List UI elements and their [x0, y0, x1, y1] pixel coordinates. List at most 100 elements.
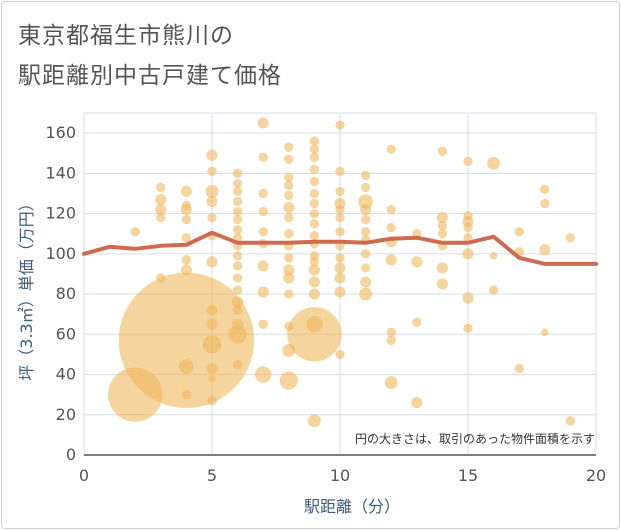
y-tick-label: 40	[56, 365, 76, 384]
bubble-point	[412, 317, 422, 327]
y-tick-label: 0	[66, 445, 76, 464]
bubble-point	[156, 273, 166, 283]
bubble-point	[335, 253, 345, 263]
bubble-point	[309, 230, 320, 241]
bubble-point	[258, 188, 268, 199]
bubble-point	[309, 208, 320, 219]
bubble-point	[202, 335, 222, 354]
bubble-point	[258, 226, 268, 237]
bubble-point	[514, 226, 524, 237]
bubble-point	[360, 170, 371, 181]
bubble-point	[386, 222, 396, 233]
bubble-point	[284, 253, 294, 263]
bubble-point	[207, 395, 217, 406]
y-tick-label: 20	[56, 405, 76, 424]
bubble-point	[257, 286, 269, 298]
bubble-point	[232, 206, 243, 217]
bubble-point	[386, 327, 396, 338]
bubble-point	[437, 220, 448, 231]
x-tick-label: 0	[79, 466, 89, 485]
bubble-point	[309, 136, 320, 146]
bubble-point	[232, 359, 243, 370]
bubble-point	[386, 335, 396, 346]
bubble-point	[181, 389, 192, 400]
bubble-point	[335, 166, 345, 177]
bubble-point	[463, 222, 473, 233]
bubble-point	[308, 276, 321, 288]
bubble-point	[309, 218, 320, 229]
bubble-point	[385, 254, 397, 266]
bubble-point	[279, 371, 299, 390]
bubble-point	[232, 251, 243, 261]
bubble-point	[335, 226, 345, 237]
bubble-point	[232, 261, 243, 271]
bubble-point	[360, 263, 371, 273]
bubble-point	[437, 146, 448, 156]
bubble-point	[359, 276, 372, 288]
bubble-point	[384, 376, 398, 390]
y-tick-label: 60	[56, 324, 76, 343]
bubble-point	[207, 212, 217, 223]
bubble-point	[309, 176, 320, 187]
bubble-point	[283, 264, 295, 276]
y-tick-label: 160	[45, 123, 76, 142]
bubble-point	[232, 178, 243, 189]
chart-title-line1: 東京都福生市熊川の	[18, 23, 234, 49]
bubble-point	[411, 256, 423, 268]
y-tick-label: 100	[45, 244, 76, 263]
bubble-point	[181, 214, 192, 225]
bubble-point	[335, 186, 345, 197]
bubble-point	[258, 206, 268, 217]
bubble-point	[437, 228, 448, 239]
bubble-point	[514, 363, 524, 374]
bubble-point	[156, 212, 166, 223]
bubble-point	[282, 343, 296, 357]
bubble-point	[232, 224, 243, 235]
x-axis-label: 駅距離（分）	[304, 497, 400, 516]
x-tick-label: 10	[330, 466, 350, 485]
bubble-point	[178, 359, 194, 374]
bubble-point	[539, 244, 551, 256]
bubble-point	[206, 149, 218, 161]
axes: 0 20 40 60 80 100 120 140 160 0 5 10 15 20	[45, 123, 606, 485]
bubble-point	[254, 366, 272, 383]
chart-title-line2: 駅距離別中古戸建て価格	[18, 63, 282, 89]
bubble-point	[206, 362, 218, 375]
bubble-point	[257, 260, 269, 272]
chart-note: 円の大きさは、取引のあった物件面積を示す	[355, 431, 595, 446]
bubble-point	[284, 228, 294, 239]
bubble-point	[540, 184, 550, 195]
bubble-point	[232, 305, 243, 315]
bubble-point	[257, 117, 269, 129]
bubble-point	[181, 200, 192, 211]
bubble-point	[231, 318, 244, 330]
bubble-point	[181, 255, 192, 265]
y-tick-label: 80	[56, 284, 76, 303]
bubble-point	[206, 195, 218, 208]
bubble-point	[309, 144, 320, 154]
bubble-point	[206, 318, 218, 330]
x-tick-label: 5	[207, 466, 217, 485]
y-tick-label: 120	[45, 204, 76, 223]
bubble-point	[335, 120, 345, 130]
bubble-point	[107, 367, 163, 422]
bubble-point	[309, 188, 320, 199]
bubble-point	[284, 172, 294, 183]
bubble-point	[335, 212, 345, 223]
bubble-point	[258, 152, 268, 163]
bubble-point	[287, 307, 342, 362]
bubble-point	[489, 251, 498, 260]
y-axis-label: 坪（3.3㎡）単価（万円）	[17, 195, 36, 380]
bubble-point	[565, 416, 576, 426]
bubble-point	[232, 196, 243, 207]
bubble-point	[306, 315, 323, 333]
bubble-point	[386, 144, 396, 154]
bubble-point	[411, 397, 423, 409]
bubble-point	[232, 273, 243, 283]
bubbles	[107, 117, 576, 428]
bubble-point	[334, 262, 346, 274]
bubble-point	[130, 226, 140, 237]
bubble-point	[206, 304, 218, 316]
bubble-point	[232, 168, 243, 179]
